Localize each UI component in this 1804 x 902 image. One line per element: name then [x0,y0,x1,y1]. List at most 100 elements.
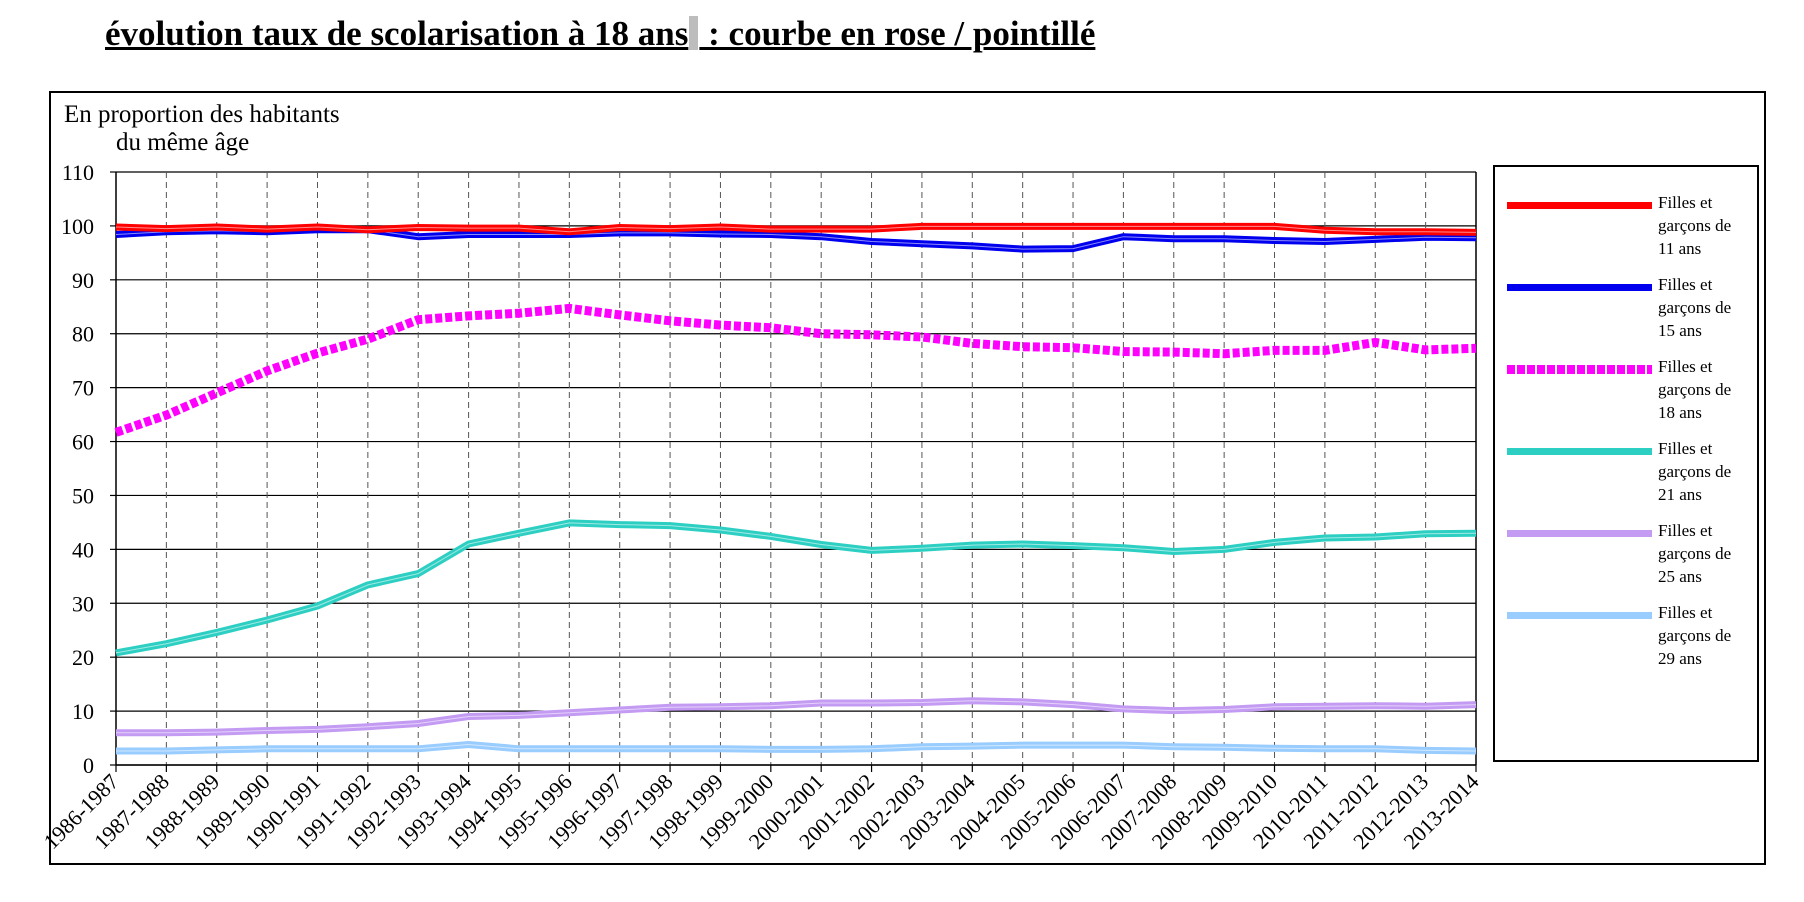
data-point [365,227,371,233]
legend-label-line: 15 ans [1658,321,1702,340]
data-point [113,650,119,656]
data-point [314,224,320,230]
data-point [516,310,522,316]
data-point [1372,703,1378,709]
legend-label-line: Filles et [1658,275,1713,294]
data-point [516,232,522,238]
data-point [214,390,220,396]
data-point [1020,223,1026,229]
data-point [264,727,270,733]
data-point [466,541,472,547]
data-point [717,231,723,237]
series-line-2 [113,303,1477,437]
data-point [1473,702,1479,708]
legend-label: Filles et garçons de 21 ans [1658,437,1758,506]
data-point [1070,742,1076,748]
data-point [1120,742,1126,748]
legend-item: Filles et garçons de 11 ans [1495,167,1757,258]
legend-label-line: garçons de [1658,462,1732,481]
data-point [969,743,975,749]
data-point [1221,744,1227,750]
data-point [1423,531,1429,537]
data-point [717,527,723,533]
data-point [969,223,975,229]
data-point [163,641,169,647]
data-point [1423,229,1429,235]
data-point [113,429,119,435]
data-point [163,412,169,418]
legend-swatch [1507,365,1652,374]
page-title-part2: : courbe en rose / pointillé [699,14,1096,53]
data-point [113,224,119,230]
y-tick-label: 10 [72,699,94,724]
data-point [869,239,875,245]
data-point [1070,223,1076,229]
data-point [1473,748,1479,754]
data-point [566,520,572,526]
data-point [516,746,522,752]
legend-label: Filles et garçons de 29 ans [1658,601,1758,670]
page-title: évolution taux de scolarisation à 18 ans… [105,14,1095,54]
legend-label-line: 18 ans [1658,403,1702,422]
data-point [1020,742,1026,748]
data-point [415,317,421,323]
legend-swatch [1507,202,1652,209]
data-point [214,747,220,753]
series-line-0 [113,222,1477,236]
data-point [1272,237,1278,243]
data-point [1272,704,1278,710]
data-point [1221,351,1227,357]
legend-label-line: 11 ans [1658,239,1702,258]
data-point [365,336,371,342]
data-point [818,746,824,752]
series-path-highlight [115,522,1477,654]
page-title-part1: évolution taux de scolarisation à 18 ans [105,14,689,53]
data-point [314,350,320,356]
legend-item: Filles et garçons de 18 ans [1495,331,1757,422]
data-point [969,243,975,249]
data-point [1322,535,1328,541]
data-point [415,746,421,752]
data-point [969,698,975,704]
legend-swatch [1507,612,1652,619]
data-point [667,704,673,710]
data-point [113,748,119,754]
legend-label-line: Filles et [1658,357,1713,376]
legend-label-line: garçons de [1658,298,1732,317]
legend-item: Filles et garçons de 15 ans [1495,249,1757,340]
data-point [314,603,320,609]
legend-swatch [1507,448,1652,455]
data-point [617,746,623,752]
data-point [1020,699,1026,705]
legend-label-line: garçons de [1658,216,1732,235]
data-point [1372,339,1378,345]
y-tick-label: 20 [72,645,94,670]
data-point [818,331,824,337]
data-point [466,713,472,719]
data-point [818,234,824,240]
data-point [717,746,723,752]
legend-item: Filles et garçons de 29 ans [1495,577,1757,668]
legend-label: Filles et garçons de 11 ans [1658,191,1758,260]
data-point [1372,746,1378,752]
data-point [667,746,673,752]
data-point [1221,546,1227,552]
legend-label-line: garçons de [1658,626,1732,645]
data-point [314,726,320,732]
data-point [1322,703,1328,709]
data-point [516,225,522,231]
data-point [264,368,270,374]
data-point [1221,223,1227,229]
data-point [1171,744,1177,750]
data-point [163,226,169,232]
y-tick-label: 70 [72,376,94,401]
series-path-highlight [115,225,1477,233]
data-point [415,571,421,577]
data-point [1272,745,1278,751]
data-point [768,226,774,232]
y-axis-unit-line1: En proportion des habitants [64,101,340,128]
data-point [1070,702,1076,708]
data-point [466,313,472,319]
data-point [1322,227,1328,233]
data-point [1322,239,1328,245]
